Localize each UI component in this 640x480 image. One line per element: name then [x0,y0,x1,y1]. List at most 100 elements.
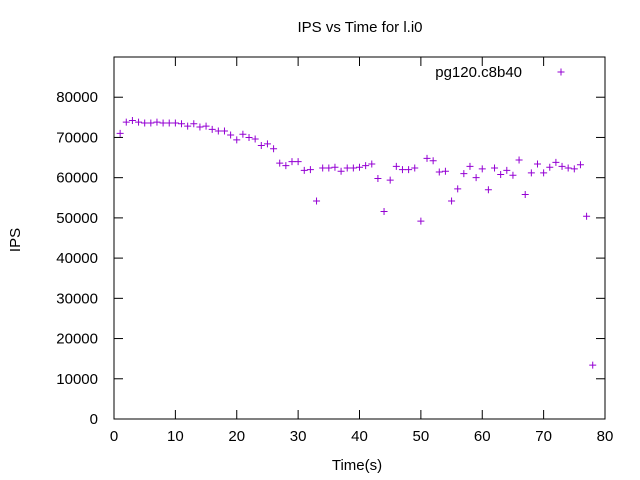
data-point [466,162,474,170]
y-tick-label: 70000 [56,129,98,146]
data-point [282,162,290,170]
data-point [392,162,400,170]
data-point [509,171,517,179]
data-point [576,161,584,169]
data-point [270,145,278,153]
data-point [245,133,253,141]
data-point [374,174,382,182]
x-tick-label: 30 [290,428,307,445]
data-point [349,164,357,172]
data-point [583,212,591,220]
data-point [184,122,192,130]
data-point [503,166,511,174]
data-point [159,119,167,127]
x-tick-label: 0 [110,428,118,445]
y-tick-label: 60000 [56,170,98,187]
data-point [558,162,566,170]
data-point [448,197,456,205]
y-tick-label: 30000 [56,290,98,307]
data-point [313,197,321,205]
data-point [460,170,468,178]
data-point [362,162,370,170]
data-point [141,119,149,127]
legend-marker [557,68,565,76]
data-point [128,117,136,125]
data-point [589,361,597,369]
data-point [171,119,179,127]
data-point [491,164,499,172]
data-point [239,130,247,138]
data-point [337,167,345,175]
data-point [288,158,296,166]
data-point [251,135,259,143]
data-point [527,169,535,177]
data-point [417,217,425,225]
data-point [533,160,541,168]
data-point [552,158,560,166]
data-point [306,166,314,174]
data-point [386,176,394,184]
data-point [570,165,578,173]
data-point [429,157,437,165]
data-point [435,168,443,176]
data-point [116,129,124,137]
data-point [319,164,327,172]
data-point [122,118,130,126]
data-point [153,118,161,126]
data-point [178,120,186,128]
data-point [227,131,235,139]
data-point [294,158,302,166]
x-tick-label: 70 [535,428,552,445]
y-tick-label: 50000 [56,210,98,227]
x-tick-label: 50 [413,428,430,445]
data-point [515,156,523,164]
data-point [411,164,419,172]
y-tick-label: 40000 [56,250,98,267]
chart-title: IPS vs Time for l.i0 [297,19,422,36]
data-point [343,164,351,172]
data-point [300,166,308,174]
legend: pg120.c8b40 [435,64,565,81]
data-point [540,169,548,177]
data-point [484,186,492,194]
data-point [208,125,216,133]
data-point [546,163,554,171]
y-axis-label: IPS [7,228,24,252]
x-tick-label: 40 [351,428,368,445]
x-tick-label: 60 [474,428,491,445]
y-tick-label: 10000 [56,371,98,388]
x-tick-label: 10 [167,428,184,445]
data-point [165,119,173,127]
data-point [276,159,284,167]
x-tick-label: 80 [597,428,614,445]
x-axis-label: Time(s) [332,457,382,474]
data-point [135,118,143,126]
data-point [214,127,222,135]
data-point [257,141,265,149]
data-point [405,166,413,174]
data-points [116,117,597,369]
data-point [263,140,271,148]
data-point [331,163,339,171]
x-tick-label: 20 [228,428,245,445]
data-point [441,167,449,175]
data-point [368,160,376,168]
legend-label: pg120.c8b40 [435,64,522,81]
data-point [497,170,505,178]
plot-frame [113,56,606,420]
data-point [233,136,241,144]
data-point [325,164,333,172]
data-point [398,166,406,174]
y-tick-label: 0 [90,411,98,428]
data-point [564,164,572,172]
data-point [521,191,529,199]
plot-border [113,56,606,420]
data-point [202,122,210,130]
data-point [147,119,155,127]
data-point [478,165,486,173]
data-point [196,123,204,131]
data-point [472,174,480,182]
axis-ticks: 0 10 20 30 40 50 60 70 80 0 10000 20000 30000 40000 50… [56,57,613,445]
data-point [423,154,431,162]
